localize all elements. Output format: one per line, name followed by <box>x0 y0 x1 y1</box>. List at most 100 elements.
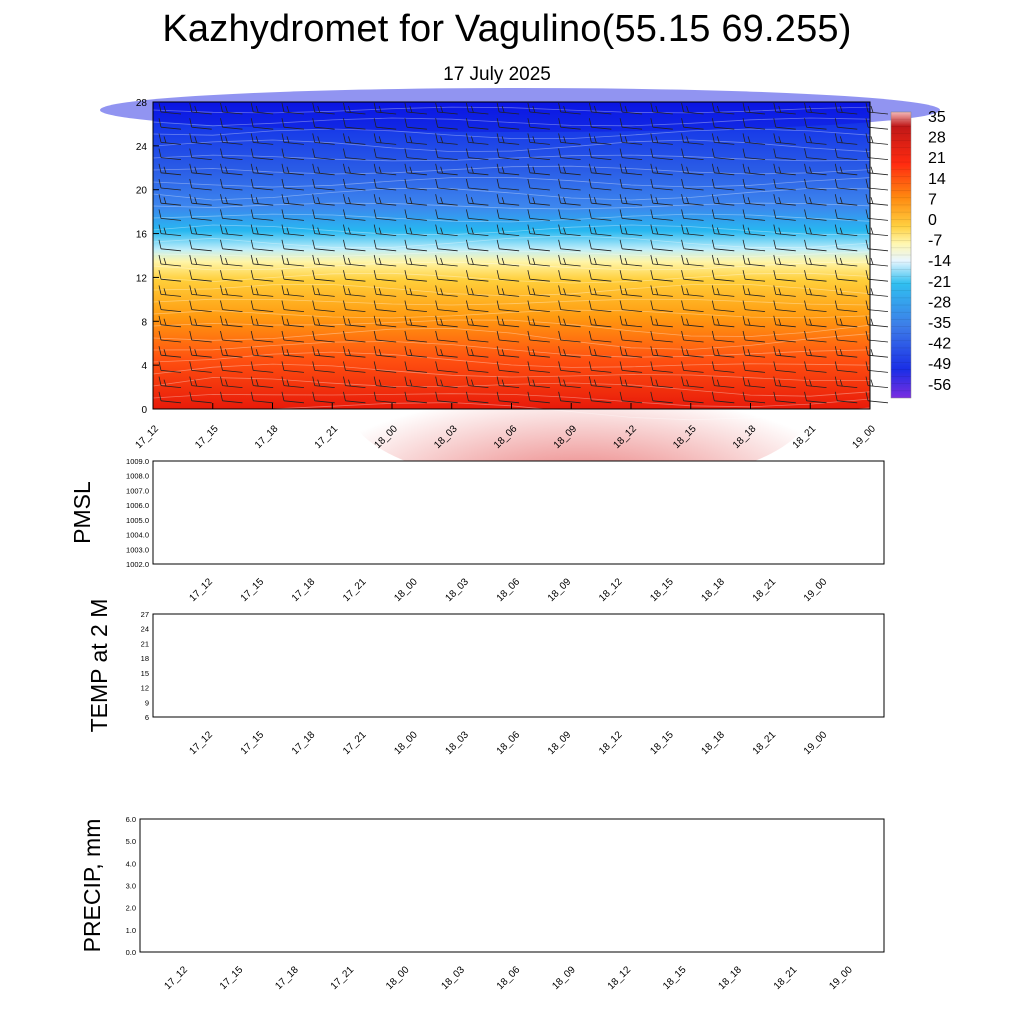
wind-barb <box>314 278 335 282</box>
wind-barb <box>160 324 182 328</box>
wind-barb <box>775 339 796 343</box>
wind-barb-flag <box>466 148 469 158</box>
wind-barb-flag <box>194 318 198 326</box>
wind-barb <box>745 142 766 145</box>
isoline <box>152 106 871 114</box>
wind-barb-flag <box>865 254 869 265</box>
wind-barb-flag <box>312 315 316 325</box>
wind-barb <box>283 202 304 206</box>
wind-barb <box>560 248 581 252</box>
wind-barb-flag <box>378 288 382 296</box>
wind-barb <box>191 339 212 343</box>
wind-barb-flag <box>778 318 782 326</box>
wind-barb <box>560 157 581 160</box>
wind-barb <box>468 400 489 404</box>
wind-barb-flag <box>865 224 869 234</box>
wind-barb-flag <box>527 361 531 371</box>
wind-barb <box>745 202 766 206</box>
wind-barb-flag <box>558 315 561 325</box>
wind-barb-flag <box>250 118 254 128</box>
wind-barb <box>714 172 735 176</box>
wind-barb <box>468 263 489 267</box>
wind-barb-flag <box>558 346 561 356</box>
wind-barb-flag <box>404 224 408 234</box>
wind-barb-flag <box>440 349 444 356</box>
wind-barb-flag <box>681 224 684 234</box>
wind-barb-flag <box>343 300 346 310</box>
wind-barb-flag <box>558 391 561 401</box>
colorbar-label: 21 <box>928 150 946 167</box>
wind-barb-flag <box>865 391 869 401</box>
x-tick-label: 18_12 <box>606 964 634 992</box>
wind-barb-flag <box>778 136 782 144</box>
wind-barb-flag <box>773 376 777 386</box>
wind-barb-flag <box>373 224 377 234</box>
wind-barb <box>283 294 304 297</box>
wind-barb-flag <box>686 136 689 144</box>
wind-barb <box>806 248 827 252</box>
wind-barb <box>775 218 796 221</box>
wind-barb <box>652 324 673 328</box>
wind-barb <box>806 400 827 404</box>
wind-barb <box>222 172 243 176</box>
wind-barb <box>867 126 889 130</box>
wind-barb-flag <box>409 197 413 204</box>
wind-barb-flag <box>527 254 531 265</box>
wind-barb <box>652 157 673 160</box>
wind-barb-flag <box>773 270 777 280</box>
wind-barb-flag <box>317 288 321 296</box>
wind-barb <box>160 248 182 252</box>
wind-barb <box>406 278 427 282</box>
wind-barb-flag <box>532 105 536 113</box>
wind-barb <box>775 157 796 160</box>
isoline <box>152 117 871 127</box>
wind-barb-flag <box>773 315 777 325</box>
wind-barb-flag <box>409 166 413 174</box>
wind-barb-flag <box>650 209 654 219</box>
colorbar-label: -35 <box>928 315 951 332</box>
wind-barb-flag <box>655 379 659 387</box>
wind-barb-flag <box>809 227 812 235</box>
wind-barb <box>775 187 796 191</box>
wind-barb-flag <box>225 349 228 356</box>
wind-barb-flag <box>650 300 654 310</box>
wind-barb-flag <box>558 118 561 128</box>
wind-barb <box>714 309 735 312</box>
wind-barb <box>437 324 458 328</box>
wind-barb-flag <box>834 330 838 341</box>
wind-barb-flag <box>250 270 254 280</box>
wind-barb-flag <box>839 136 843 144</box>
wind-barb-flag <box>588 254 592 265</box>
wind-barb <box>529 202 550 206</box>
wind-barb-flag <box>501 197 505 204</box>
wind-barb-flag <box>558 330 561 341</box>
wind-barb-flag <box>624 379 628 387</box>
wind-barb <box>622 233 643 236</box>
wind-barb-flag <box>804 118 807 128</box>
wind-barb-flag <box>250 239 254 249</box>
wind-barb <box>806 294 827 297</box>
wind-barb <box>314 294 335 297</box>
wind-barb <box>683 370 704 373</box>
wind-barb <box>437 354 458 358</box>
y-axis-title: TEMP at 2 M <box>86 599 112 733</box>
wind-barb <box>683 187 704 191</box>
wind-barb-flag <box>778 197 782 204</box>
wind-barb-flag <box>496 133 500 143</box>
wind-barb-flag <box>225 227 228 235</box>
wind-barb-flag <box>711 163 715 173</box>
wind-barb <box>160 400 182 404</box>
y-tick-label: 1.0 <box>126 926 136 935</box>
wind-barb-flag <box>716 136 720 144</box>
wind-barb <box>376 400 397 404</box>
wind-barb <box>345 218 366 221</box>
wind-barb <box>652 400 673 404</box>
wind-barb-flag <box>286 197 290 204</box>
wind-barb-flag <box>527 224 531 234</box>
wind-barb-flag <box>501 136 505 144</box>
wind-barb-flag <box>870 105 874 113</box>
y-axis-title: PMSL <box>69 481 95 544</box>
wind-barb <box>652 187 673 191</box>
wind-barb-flag <box>378 227 382 235</box>
wind-barb-flag <box>804 102 807 113</box>
